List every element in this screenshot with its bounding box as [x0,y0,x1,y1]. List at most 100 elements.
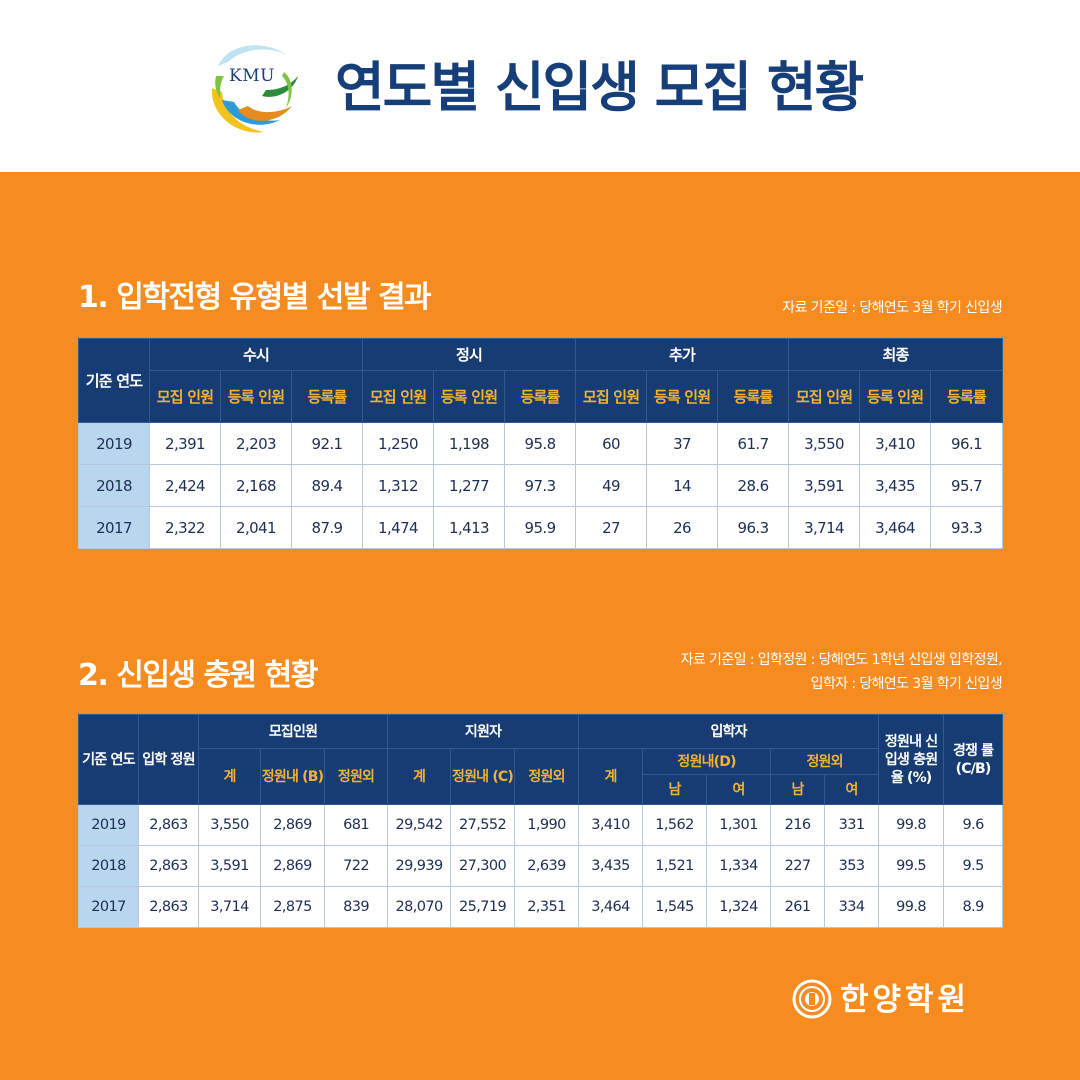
table-cell: 1,990 [514,804,580,846]
subheader: 모집 인원 [575,370,648,423]
table-cell: 3,550 [788,422,861,465]
table-cell: 334 [824,886,880,928]
recruit-out-quota-header: 정원외 [323,748,389,805]
applicants-in-quota-header: 정원내 (C) [450,748,516,805]
logo-text: KMU [229,66,275,86]
quota-header: 입학 정원 [138,714,199,805]
year-cell: 2019 [78,422,150,465]
table-cell: 27 [575,506,648,549]
table-cell: 3,714 [788,506,861,549]
table-cell: 216 [770,804,826,846]
admitted-total-header: 계 [578,748,644,805]
year-header: 기준 연도 [78,338,150,423]
hanyang-foundation-logo: 한양학원 [792,976,1006,1024]
subheader: 등록률 [504,370,577,423]
table-cell: 14 [646,464,719,507]
admitted-in-quota-header: 정원내(D) [642,748,772,775]
table-row: 2017 2,863 3,714 2,875 839 28,070 25,719 2,351 3… [78,886,1004,928]
subheader: 등록 인원 [433,370,506,423]
table-cell: 29,542 [387,804,452,846]
table-cell: 1,413 [433,506,506,549]
fill-rate-header: 정원내 신입생 충원율 (%) [878,714,945,805]
section2-note: 자료 기준일 : 입학정원 : 당해연도 1학년 신입생 입학정원, 입학자 :… [681,648,1003,696]
group-header: 정시 [362,338,577,371]
section2-note-line2: 입학자 : 당해연도 3월 학기 신입생 [810,676,1003,692]
recruit-total-header: 계 [198,748,261,805]
table-cell: 8.9 [943,886,1004,928]
table-cell: 2,168 [220,464,292,507]
table-cell: 99.8 [878,886,945,928]
group-header: 수시 [148,338,364,371]
group-header: 추가 [575,338,790,371]
table-cell: 92.1 [290,422,364,465]
table-cell: 3,464 [578,886,644,928]
table-cell: 2,322 [149,506,221,549]
table-cell: 60 [575,422,648,465]
table-cell: 3,435 [578,845,644,887]
table-cell: 2,041 [220,506,292,549]
hanyang-seal-icon [792,979,832,1019]
table-cell: 261 [770,886,826,928]
table-cell: 2,424 [149,464,221,507]
subheader: 등록 인원 [859,370,932,423]
female-header: 여 [824,774,880,805]
admission-results-table: 기준 연도 수시 정시 추가 최종 모집 인원 등록 인원 등록률 모집 인원 등록 인… [78,338,1004,549]
table-cell: 3,410 [859,422,932,465]
table-cell: 3,591 [198,845,261,887]
year-cell: 2018 [78,464,150,507]
year-cell: 2019 [78,804,139,846]
table-cell: 97.3 [504,464,577,507]
table-cell: 331 [824,804,880,846]
admitted-header: 입학자 [578,714,880,749]
enrollment-fill-table: 기준 연도 입학 정원 모집인원 지원자 입학자 정원내 신입생 충원율 (%)… [78,714,1004,928]
subheader: 등록률 [717,370,790,423]
table-cell: 722 [323,845,389,887]
table-cell: 95.7 [930,464,1004,507]
subheader: 등록률 [290,370,364,423]
subheader: 등록률 [930,370,1004,423]
table-cell: 26 [646,506,719,549]
applicants-out-quota-header: 정원외 [514,748,580,805]
table-cell: 2,203 [220,422,292,465]
table-row: 2018 2,863 3,591 2,869 722 29,939 27,300 2,639 3… [78,845,1004,887]
table-cell: 1,562 [642,804,708,846]
table-cell: 3,550 [198,804,261,846]
table-row: 2019 2,863 3,550 2,869 681 29,542 27,552 1,990 3… [78,804,1004,846]
table-cell: 2,869 [260,845,325,887]
table-cell: 839 [323,886,389,928]
table-cell: 681 [323,804,389,846]
table-cell: 49 [575,464,648,507]
year-cell: 2017 [78,886,139,928]
subheader: 모집 인원 [149,370,221,423]
table-cell: 28,070 [387,886,452,928]
subheader: 모집 인원 [362,370,435,423]
table-cell: 2,639 [514,845,580,887]
table-cell: 61.7 [717,422,790,465]
table-row: 2017 2,322 2,041 87.9 1,474 1,413 95.9 27 26 96.3… [78,506,1004,549]
table-cell: 1,334 [706,845,772,887]
year-header: 기준 연도 [78,714,139,805]
table-row: 2019 2,391 2,203 92.1 1,250 1,198 95.8 60 37 61.7… [78,422,1004,465]
table-cell: 3,410 [578,804,644,846]
kmu-emblem-icon [211,45,298,133]
table-cell: 1,198 [433,422,506,465]
table-cell: 1,301 [706,804,772,846]
table-cell: 89.4 [290,464,364,507]
table-cell: 1,250 [362,422,435,465]
section1-title: 1. 입학전형 유형별 선발 결과 [78,280,432,315]
table-cell: 2,351 [514,886,580,928]
table-cell: 3,435 [859,464,932,507]
table-cell: 2,391 [149,422,221,465]
table-cell: 9.5 [943,845,1004,887]
table-cell: 95.9 [504,506,577,549]
table-cell: 1,474 [362,506,435,549]
table-cell: 1,324 [706,886,772,928]
subheader: 등록 인원 [220,370,292,423]
table-cell: 9.6 [943,804,1004,846]
page-header: KMU 연도별 신입생 모집 현황 [0,0,1080,172]
female-header: 여 [706,774,772,805]
table-cell: 1,545 [642,886,708,928]
table-cell: 99.8 [878,804,945,846]
table-cell: 1,312 [362,464,435,507]
table-cell: 96.3 [717,506,790,549]
